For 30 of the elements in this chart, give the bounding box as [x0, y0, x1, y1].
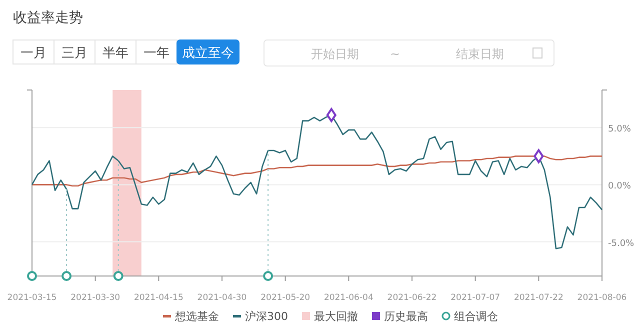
- legend-item: 组合调仓: [442, 310, 498, 323]
- legend-item: 想选基金: [163, 310, 219, 323]
- x-tick-label: 2021-07-07: [450, 293, 500, 303]
- y-tick-label: 0.0%: [608, 182, 632, 192]
- x-tick-label: 2021-05-20: [260, 293, 310, 303]
- chart-title: 收益率走势: [13, 10, 83, 26]
- x-tick-label: 2021-08-06: [577, 293, 627, 303]
- legend-label: 沪深300: [245, 310, 288, 323]
- legend-item: 最大回撤: [302, 310, 358, 323]
- button: 成立至今: [176, 40, 240, 64]
- legend-item: 历史最高: [372, 310, 428, 323]
- legend-label: 组合调仓: [454, 310, 498, 323]
- legend-item: 沪深300: [233, 310, 288, 323]
- y-tick-label: 5.0%: [608, 124, 632, 135]
- x-tick-label: 2021-03-15: [7, 293, 57, 303]
- date-range: 开始日期 ~ 结束日期: [264, 40, 554, 66]
- button: 一年: [136, 40, 178, 64]
- button: 三月: [54, 40, 96, 64]
- button: 一月: [12, 40, 54, 64]
- x-tick-label: 2021-04-30: [197, 293, 247, 303]
- x-tick-label: 2021-07-22: [514, 293, 564, 303]
- legend-label: 历史最高: [384, 310, 428, 323]
- x-tick-label: 2021-04-15: [134, 293, 184, 303]
- y-tick-label: -5.0%: [608, 238, 635, 249]
- x-tick-label: 2021-06-04: [324, 293, 374, 303]
- button: 半年: [94, 40, 136, 64]
- legend-label: 想选基金: [174, 310, 219, 323]
- x-tick-label: 2021-06-22: [387, 293, 437, 303]
- legend-label: 最大回撤: [314, 310, 358, 323]
- x-tick-label: 2021-03-30: [70, 293, 120, 303]
